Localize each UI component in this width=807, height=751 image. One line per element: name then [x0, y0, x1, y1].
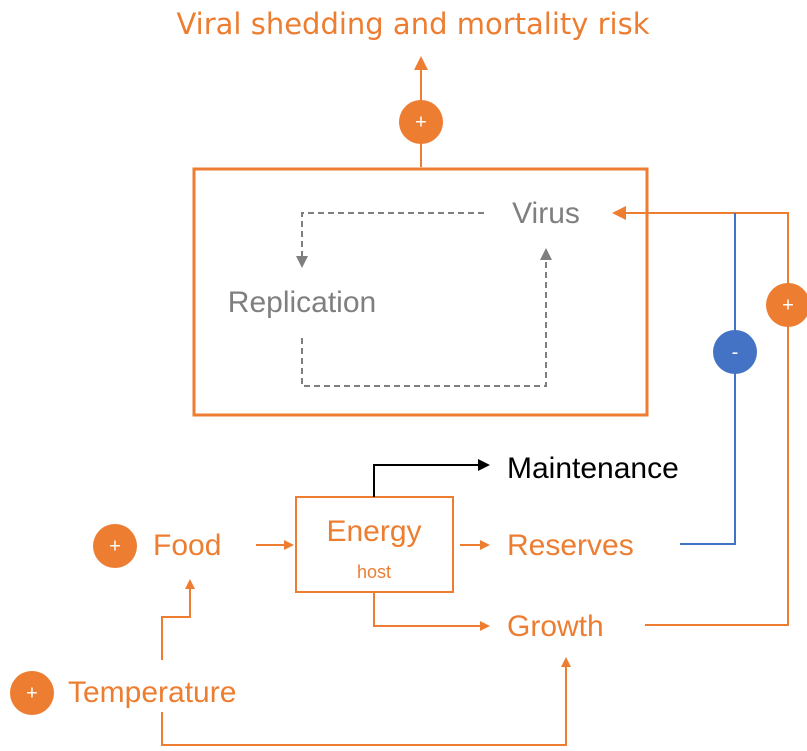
sign: + — [26, 682, 38, 704]
reserves-label: Reserves — [507, 529, 634, 562]
sign: - — [732, 341, 739, 363]
maintenance-label: Maintenance — [507, 452, 679, 485]
energy-label: Energy — [326, 515, 421, 548]
energy-sublabel: host — [357, 562, 391, 582]
sign: + — [782, 294, 794, 316]
virus-label: Virus — [512, 197, 580, 230]
replication-label: Replication — [228, 286, 376, 319]
temperature-label: Temperature — [68, 676, 236, 709]
food-label: Food — [153, 529, 221, 562]
growth-label: Growth — [507, 610, 604, 643]
connectors — [161, 56, 789, 746]
sign: + — [109, 535, 121, 557]
sign: + — [415, 111, 427, 133]
labels: Virus Replication Maintenance Energy hos… — [68, 197, 679, 709]
signs: + + - + + — [10, 100, 807, 715]
title: Viral shedding and mortality risk — [176, 7, 649, 41]
